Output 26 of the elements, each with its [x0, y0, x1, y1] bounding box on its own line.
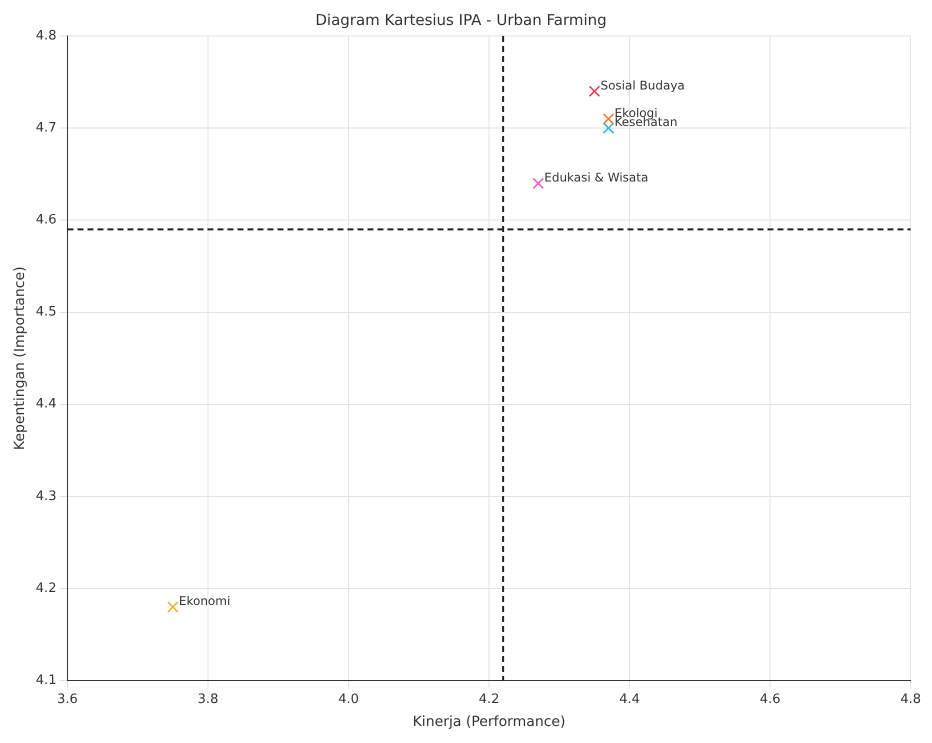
- x-tick-label: 4.4: [619, 692, 640, 707]
- x-tick-label: 4.6: [760, 692, 780, 707]
- y-tick-label: 4.7: [36, 120, 56, 136]
- x-tick-label: 4.0: [338, 692, 359, 707]
- point: [602, 113, 614, 125]
- point: [602, 122, 614, 134]
- y-tick-label: 4.2: [36, 580, 56, 596]
- x-tick-label: 3.6: [57, 692, 78, 707]
- y-tick-label: 4.3: [36, 488, 56, 504]
- point: [532, 178, 544, 190]
- y-tick-label: 4.1: [36, 672, 56, 688]
- point: [588, 86, 600, 97]
- x-tick-label: 4.2: [478, 692, 500, 707]
- series-label: Ekonomi: [178, 594, 230, 608]
- chart-title: Diagram Kartesius IPA - Urban Farming: [315, 10, 607, 29]
- x-tick-label: 4.8: [900, 692, 922, 707]
- y-tick-label: 4.8: [36, 28, 56, 44]
- series-label: Edukasi & Wisata: [544, 170, 648, 184]
- y-tick-label: 4.4: [36, 396, 56, 412]
- y-axis-title: Kepentingan (Importance): [12, 266, 28, 450]
- series-label: Sosial Budaya: [600, 78, 685, 92]
- point: [167, 601, 179, 613]
- x-tick-label: 3.8: [198, 692, 218, 707]
- y-tick-label: 4.6: [36, 212, 56, 228]
- x-axis-title: Kinerja (Performance): [412, 714, 566, 730]
- y-tick-label: 4.5: [36, 304, 56, 320]
